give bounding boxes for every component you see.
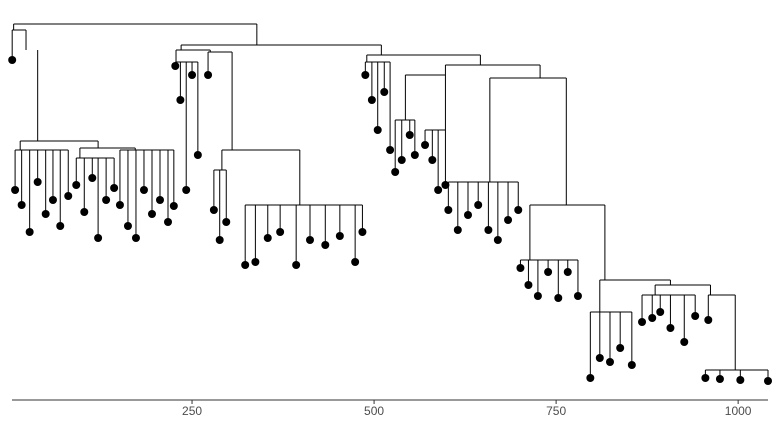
leaf-point xyxy=(115,201,124,209)
leaf-point xyxy=(64,192,73,200)
leaf-point xyxy=(8,56,17,64)
leaf-point xyxy=(88,174,97,182)
leaf-point xyxy=(380,88,389,96)
x-tick-label: 500 xyxy=(364,404,384,418)
leaf-point xyxy=(263,234,272,242)
leaf-point xyxy=(251,258,260,266)
leaf-point xyxy=(648,314,657,322)
leaf-point xyxy=(410,151,419,159)
leaf-point xyxy=(169,202,178,210)
leaf-point xyxy=(33,178,42,186)
leaf-point xyxy=(193,151,202,159)
leaf-point xyxy=(514,206,523,214)
leaf-point xyxy=(131,234,140,242)
leaf-point xyxy=(563,268,572,276)
leaf-point xyxy=(464,211,473,219)
leaf-point xyxy=(493,236,502,244)
leaf-point xyxy=(474,201,483,209)
leaf-point xyxy=(554,294,563,302)
leaf-point xyxy=(544,268,553,276)
leaf-point xyxy=(516,264,525,272)
leaf-point xyxy=(292,261,301,269)
leaf-point xyxy=(305,236,314,244)
leaf-point xyxy=(164,218,173,226)
leaf-point xyxy=(222,218,231,226)
leaf-point xyxy=(361,71,370,79)
leaf-point xyxy=(627,361,636,369)
leaf-point xyxy=(94,234,103,242)
leaf-point xyxy=(386,146,395,154)
leaf-point xyxy=(680,338,689,346)
leaf-point xyxy=(147,210,156,218)
leaf-point xyxy=(616,344,625,352)
leaf-point xyxy=(241,261,250,269)
leaf-point xyxy=(656,308,665,316)
leaf-point xyxy=(56,222,65,230)
leaf-point xyxy=(182,186,191,194)
leaf-point xyxy=(11,186,20,194)
leaf-point xyxy=(504,216,513,224)
leaf-point xyxy=(524,281,533,289)
leaf-point xyxy=(215,236,224,244)
leaf-point xyxy=(573,292,582,300)
leaf-point xyxy=(276,228,285,236)
leaf-point xyxy=(373,126,382,134)
leaf-point xyxy=(638,318,647,326)
leaf-point xyxy=(736,376,745,384)
leaf-point xyxy=(321,241,330,249)
leaf-point xyxy=(25,228,34,236)
leaf-point xyxy=(397,156,406,164)
leaf-point xyxy=(155,196,164,204)
leaf-point xyxy=(139,186,148,194)
leaf-point xyxy=(605,358,614,366)
leaf-point xyxy=(335,232,344,240)
x-tick-label: 250 xyxy=(182,404,202,418)
leaf-point xyxy=(405,131,414,139)
leaf-point xyxy=(102,196,111,204)
leaf-point xyxy=(595,354,604,362)
leaf-point xyxy=(533,292,542,300)
leaf-point xyxy=(701,374,710,382)
leaf-point xyxy=(391,168,400,176)
leaf-point xyxy=(72,181,81,189)
x-tick-label: 750 xyxy=(546,404,566,418)
leaf-point xyxy=(171,62,180,70)
leaf-point xyxy=(367,96,376,104)
leaf-point xyxy=(666,324,675,332)
leaf-point xyxy=(351,258,360,266)
leaf-point xyxy=(358,228,367,236)
leaf-point xyxy=(80,208,89,216)
leaf-point xyxy=(17,201,26,209)
x-tick-label: 1000 xyxy=(725,404,752,418)
leaf-point xyxy=(484,226,493,234)
leaf-point xyxy=(715,375,724,383)
leaf-point xyxy=(453,226,462,234)
leaf-point xyxy=(209,206,218,214)
leaf-point xyxy=(428,156,437,164)
leaf-point xyxy=(441,181,450,189)
leaf-point xyxy=(444,206,453,214)
leaf-point xyxy=(691,312,700,320)
leaf-point xyxy=(176,96,185,104)
leaf-point xyxy=(704,316,713,324)
leaf-point xyxy=(110,184,119,192)
leaf-point xyxy=(48,196,57,204)
leaf-point xyxy=(123,222,132,230)
leaf-point xyxy=(434,186,443,194)
leaf-point xyxy=(41,210,50,218)
leaf-point xyxy=(586,374,595,382)
leaf-point xyxy=(421,141,430,149)
leaf-point xyxy=(188,71,197,79)
leaf-point xyxy=(204,71,213,79)
leaf-point xyxy=(764,377,772,385)
